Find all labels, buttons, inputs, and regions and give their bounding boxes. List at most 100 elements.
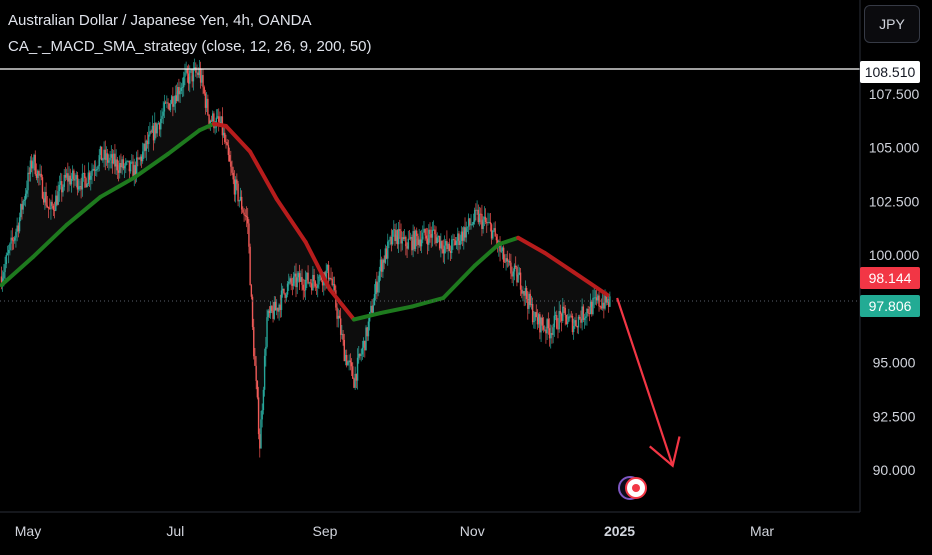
candle: [560, 312, 563, 332]
currency-button[interactable]: JPY: [864, 5, 920, 43]
candle: [78, 178, 80, 193]
candle: [176, 82, 179, 102]
symbol-title[interactable]: Australian Dollar / Japanese Yen, 4h, OA…: [8, 12, 312, 29]
candle: [113, 149, 115, 165]
arrow-head: [649, 436, 681, 468]
candle: [452, 233, 454, 250]
candle: [278, 303, 280, 321]
candle: [170, 94, 173, 105]
sma-segment: [571, 270, 610, 297]
candle: [116, 156, 119, 179]
candle: [592, 289, 594, 316]
candle: [242, 206, 244, 214]
candle: [442, 239, 444, 263]
candle: [68, 166, 70, 192]
candle: [471, 222, 473, 226]
candle: [402, 230, 405, 241]
candle: [422, 225, 424, 244]
candle: [12, 236, 15, 250]
candle: [428, 224, 430, 252]
candle: [119, 155, 121, 179]
candle: [103, 141, 105, 168]
candle: [228, 147, 231, 162]
candle: [261, 403, 263, 428]
candle: [607, 295, 610, 313]
candle: [168, 102, 170, 111]
candle: [149, 122, 151, 137]
candle: [42, 191, 45, 205]
candle: [127, 160, 129, 163]
candle: [295, 263, 297, 298]
candle: [519, 267, 522, 297]
candle: [286, 280, 289, 298]
candle: [438, 235, 441, 251]
last-price-label: 97.806: [860, 295, 920, 317]
candle: [423, 220, 425, 233]
candle: [62, 184, 64, 197]
candle: [504, 254, 506, 263]
candle: [352, 362, 354, 379]
candle: [350, 358, 353, 376]
candle: [230, 150, 232, 176]
candle: [272, 302, 274, 323]
candle: [359, 353, 361, 360]
candle: [131, 154, 133, 164]
candle: [189, 65, 191, 93]
candle: [267, 308, 269, 321]
candle: [522, 286, 524, 302]
candle: [210, 115, 213, 123]
candle: [157, 120, 160, 125]
candle: [97, 165, 99, 172]
candle: [239, 187, 242, 202]
candle: [51, 194, 53, 209]
candle: [262, 386, 265, 415]
candle: [23, 196, 26, 206]
price-tick-label: 105.000: [869, 140, 920, 156]
candle: [333, 276, 336, 292]
dividend-event-marker[interactable]: [618, 476, 647, 500]
candle: [298, 264, 301, 290]
candle: [273, 296, 275, 321]
sma-segment: [211, 121, 228, 128]
candle: [79, 179, 81, 192]
candle: [486, 217, 488, 233]
candle: [374, 278, 377, 301]
candle: [431, 221, 434, 247]
candle: [473, 207, 476, 225]
candle: [164, 100, 167, 104]
candle: [390, 228, 393, 252]
candle: [495, 233, 498, 244]
candle: [343, 333, 345, 362]
candle: [69, 168, 71, 186]
price-tick-label: 102.500: [869, 193, 920, 209]
candle: [419, 230, 422, 251]
candle: [377, 275, 379, 297]
candle: [533, 311, 535, 329]
candle: [347, 360, 349, 366]
candle: [577, 314, 580, 335]
candle: [218, 108, 220, 132]
candle: [61, 173, 63, 202]
candle: [20, 203, 22, 222]
candle: [111, 148, 114, 174]
candle: [365, 325, 367, 351]
candle: [303, 279, 306, 298]
candle: [580, 310, 582, 329]
sma-segment: [409, 296, 446, 309]
candle: [358, 345, 360, 364]
candle: [600, 298, 603, 310]
candle: [360, 348, 362, 362]
strategy-legend[interactable]: CA_-_MACD_SMA_strategy (close, 12, 26, 9…: [8, 38, 372, 55]
candle: [63, 169, 65, 191]
candle: [420, 229, 423, 254]
candle: [417, 233, 419, 254]
candle: [539, 311, 541, 340]
sma-segment: [496, 235, 521, 247]
candle: [492, 230, 494, 240]
candle: [133, 158, 135, 187]
candle: [443, 235, 446, 264]
candle: [562, 297, 564, 323]
candle: [122, 155, 125, 171]
